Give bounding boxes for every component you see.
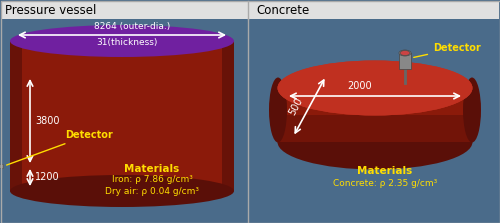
- Text: 31(thickness): 31(thickness): [96, 39, 158, 47]
- FancyBboxPatch shape: [399, 53, 411, 69]
- Polygon shape: [10, 41, 234, 191]
- Text: Detector: Detector: [414, 43, 481, 57]
- Ellipse shape: [278, 60, 472, 116]
- Polygon shape: [278, 115, 472, 142]
- Text: 2000: 2000: [348, 81, 372, 91]
- Text: 500: 500: [286, 96, 304, 117]
- Text: 8264 (outer-dia.): 8264 (outer-dia.): [94, 22, 170, 31]
- Text: 1200: 1200: [35, 173, 59, 182]
- Text: Pressure vessel: Pressure vessel: [5, 4, 96, 17]
- Polygon shape: [10, 41, 22, 191]
- Text: Materials: Materials: [124, 164, 180, 174]
- Ellipse shape: [0, 164, 2, 168]
- Ellipse shape: [278, 114, 472, 169]
- Text: Materials: Materials: [358, 166, 412, 176]
- Text: Dry air: ρ 0.04 g/cm³: Dry air: ρ 0.04 g/cm³: [105, 186, 199, 196]
- Ellipse shape: [278, 60, 472, 116]
- Ellipse shape: [10, 25, 234, 57]
- Ellipse shape: [10, 175, 234, 207]
- Ellipse shape: [400, 50, 410, 56]
- Text: Concrete: ρ 2.35 g/cm³: Concrete: ρ 2.35 g/cm³: [333, 178, 437, 188]
- Ellipse shape: [463, 78, 481, 142]
- Text: Detector: Detector: [6, 130, 113, 165]
- Polygon shape: [222, 41, 234, 191]
- Polygon shape: [278, 88, 472, 142]
- Text: Iron: ρ 7.86 g/cm³: Iron: ρ 7.86 g/cm³: [112, 176, 192, 184]
- FancyBboxPatch shape: [1, 1, 499, 19]
- FancyBboxPatch shape: [0, 164, 3, 168]
- Ellipse shape: [269, 78, 287, 142]
- Ellipse shape: [399, 50, 411, 56]
- Text: Concrete: Concrete: [256, 4, 309, 17]
- Text: 3800: 3800: [35, 116, 59, 126]
